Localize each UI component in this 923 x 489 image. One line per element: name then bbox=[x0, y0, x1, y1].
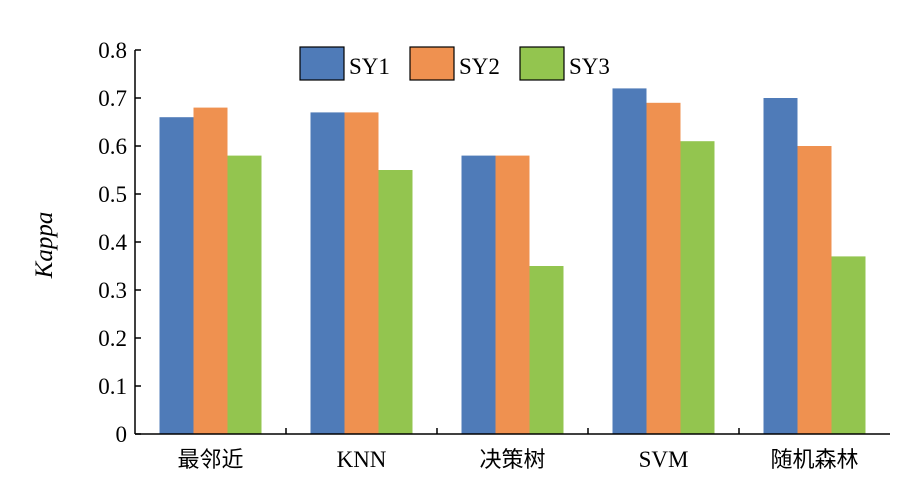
bar-sy2-0 bbox=[193, 107, 228, 434]
x-category-label: KNN bbox=[337, 447, 387, 472]
y-tick-label: 0.8 bbox=[98, 38, 127, 63]
axes: 0 0.1 0.2 0.3 0.4 0.5 0.6 0.7 0.8 最邻近 KNN 决策树 SVM 随机森… bbox=[98, 38, 890, 473]
y-tick-label: 0.3 bbox=[98, 278, 127, 303]
bar-sy2-2 bbox=[495, 155, 530, 434]
bar-sy3-1 bbox=[378, 170, 413, 434]
y-tick-label: 0.7 bbox=[98, 86, 127, 111]
bar-sy2-1 bbox=[344, 112, 379, 435]
bar-sy1-1 bbox=[310, 112, 345, 435]
bar-sy1-2 bbox=[461, 155, 496, 434]
legend-swatch-sy1 bbox=[299, 46, 345, 81]
bar-sy3-2 bbox=[529, 266, 564, 434]
bar-sy1-4 bbox=[763, 98, 798, 434]
bars bbox=[159, 88, 866, 435]
y-tick-label: 0.4 bbox=[98, 230, 127, 255]
bar-sy3-4 bbox=[831, 256, 866, 434]
y-tick-label: 0.6 bbox=[98, 134, 127, 159]
legend-label-sy1: SY1 bbox=[349, 54, 390, 79]
bar-sy3-3 bbox=[680, 141, 715, 434]
x-category-label: 最邻近 bbox=[177, 448, 243, 473]
y-tick-label: 0 bbox=[116, 422, 128, 447]
legend-label-sy2: SY2 bbox=[459, 54, 500, 79]
bar-sy3-0 bbox=[227, 155, 262, 434]
legend-swatch-sy3 bbox=[519, 46, 565, 81]
legend: SY1 SY2 SY3 bbox=[299, 46, 610, 81]
x-category-label: SVM bbox=[639, 447, 689, 472]
bar-sy2-4 bbox=[797, 146, 832, 434]
legend-swatch-sy2 bbox=[409, 46, 455, 81]
legend-label-sy3: SY3 bbox=[569, 54, 610, 79]
y-tick-label: 0.2 bbox=[98, 326, 127, 351]
x-category-label: 随机森林 bbox=[770, 448, 858, 473]
bar-sy1-0 bbox=[159, 117, 194, 434]
y-tick-label: 0.1 bbox=[98, 374, 127, 399]
y-axis-label: Kappa bbox=[31, 212, 58, 280]
bar-sy2-3 bbox=[646, 102, 681, 435]
y-tick-label: 0.5 bbox=[98, 182, 127, 207]
bar-sy1-3 bbox=[612, 88, 647, 435]
x-category-label: 决策树 bbox=[479, 448, 545, 473]
